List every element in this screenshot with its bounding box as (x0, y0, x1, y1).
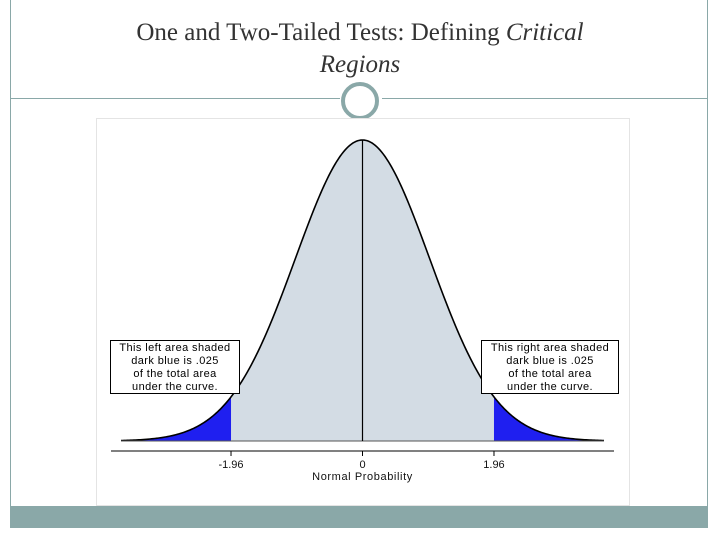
right-annotation-line: This right area shaded (490, 342, 610, 354)
left-tail-area (121, 396, 232, 441)
title-divider-right (382, 98, 708, 99)
title-main-text: One and Two-Tailed Tests: Defining (136, 19, 506, 46)
x-tick-label: 0 (359, 459, 365, 471)
right-tail-area (493, 396, 604, 441)
left-annotation-line: under the curve. (132, 381, 218, 393)
x-tick-label: 1.96 (483, 459, 504, 471)
title-divider-left (10, 98, 340, 99)
right-annotation-line: under the curve. (507, 381, 593, 393)
left-annotation-line: dark blue is .025 (131, 355, 219, 367)
left-annotation-line: of the total area (133, 368, 217, 380)
title-ring-ornament (341, 82, 379, 120)
slide-title: One and Two-Tailed Tests: Defining Criti… (60, 17, 660, 81)
x-tick-label: -1.96 (218, 459, 243, 471)
right-annotation-line: of the total area (508, 368, 592, 380)
right-tail-annotation: This right area shaded dark blue is .025… (481, 340, 619, 394)
slide-footer-bar (10, 506, 708, 528)
left-tail-annotation: This left area shaded dark blue is .025 … (110, 340, 240, 394)
title-emphasis-critical: Critical (505, 19, 584, 46)
right-annotation-line: dark blue is .025 (506, 355, 594, 367)
left-annotation-line: This left area shaded (119, 342, 231, 354)
slide-frame (10, 0, 708, 528)
normal-distribution-chart: -1.96 0 1.96 Normal Probability (111, 139, 614, 483)
x-axis-label: Normal Probability (312, 471, 413, 483)
title-emphasis-regions: Regions (319, 51, 401, 78)
